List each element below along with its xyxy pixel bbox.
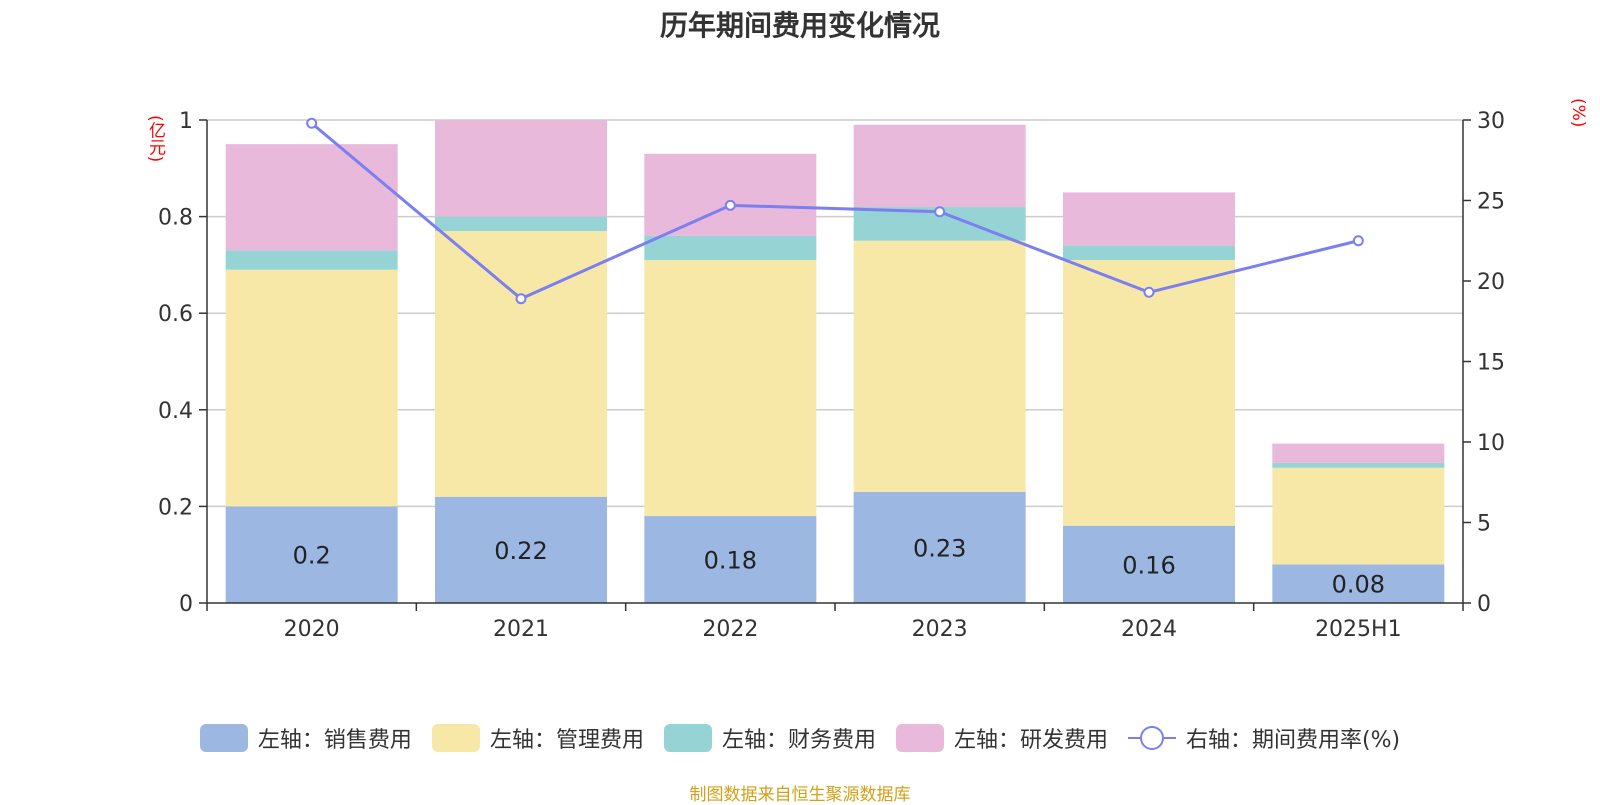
legend-label-expense-rate: 右轴：期间费用率(%): [1185, 728, 1401, 753]
chart-title: 历年期间费用变化情况: [659, 9, 940, 42]
legend-swatch-sales: [199, 724, 248, 752]
bar-segment: [1063, 260, 1235, 526]
x-tick-label: 2020: [284, 617, 340, 642]
bar-segment: [435, 231, 607, 497]
bar-segment: [644, 516, 817, 603]
right-tick-label: 20: [1477, 270, 1505, 295]
expense-rate-point: [724, 199, 736, 211]
bar-segment: [225, 250, 398, 270]
x-tick-label: 2024: [1121, 617, 1177, 642]
bar-segment: [435, 216, 607, 232]
left-tick-label: 0.2: [158, 495, 193, 520]
x-tick-label: 2025H1: [1315, 617, 1402, 642]
left-axis-unit: (亿元): [145, 115, 165, 163]
bar-segment: [435, 496, 607, 603]
legend: 左轴：销售费用 左轴：管理费用 左轴：财务费用 左轴：研发费用 右轴：期间费用率…: [0, 718, 1600, 758]
expense-rate-point: [1143, 286, 1155, 298]
bar-segment: [853, 240, 1026, 492]
bar-segment: [435, 120, 607, 217]
left-tick-label: 0.6: [158, 302, 193, 327]
legend-label-sales: 左轴：销售费用: [257, 728, 412, 753]
bar-segment: [1063, 192, 1235, 246]
legend-label-finance: 左轴：财务费用: [721, 728, 876, 753]
legend-item-expense-rate[interactable]: 右轴：期间费用率(%): [1127, 722, 1401, 754]
legend-swatch-finance: [663, 724, 712, 752]
legend-item-rnd[interactable]: 左轴：研发费用: [895, 722, 1108, 754]
bar-data-label: 0.16: [1122, 551, 1175, 579]
bar-segment: [225, 269, 398, 507]
bar-segment: [1272, 467, 1445, 565]
bar-segment: [853, 124, 1026, 207]
left-tick-label: 1: [179, 109, 193, 134]
source-note: 制图数据来自恒生聚源数据库: [689, 785, 911, 805]
bar-segment: [644, 153, 817, 236]
right-tick-label: 5: [1477, 512, 1491, 537]
right-tick-label: 10: [1477, 431, 1505, 456]
right-tick-label: 0: [1477, 592, 1491, 617]
legend-swatch-admin: [431, 724, 480, 752]
bar-segment: [644, 235, 817, 261]
legend-label-rnd: 左轴：研发费用: [953, 728, 1108, 753]
bar-segment: [644, 260, 817, 517]
bar-segment: [1272, 443, 1445, 463]
legend-item-admin[interactable]: 左轴：管理费用: [431, 722, 644, 754]
right-tick-label: 25: [1477, 190, 1505, 215]
expense-rate-point: [934, 206, 946, 218]
legend-label-admin: 左轴：管理费用: [489, 728, 644, 753]
expense-rate-point: [306, 117, 318, 129]
x-tick-label: 2021: [493, 617, 549, 642]
x-tick-label: 2023: [912, 617, 968, 642]
bar-data-label: 0.22: [494, 537, 547, 565]
left-tick-label: 0.8: [158, 206, 193, 231]
right-tick-label: 30: [1477, 109, 1505, 134]
right-tick-label: 15: [1477, 351, 1505, 376]
expense-rate-point: [515, 293, 527, 305]
x-tick-label: 2022: [702, 617, 758, 642]
bar-data-label: 0.08: [1332, 571, 1385, 599]
bar-segment: [1272, 564, 1445, 603]
bar-segment: [225, 506, 398, 603]
bar-segment: [225, 144, 398, 251]
bar-segment: [1272, 462, 1445, 468]
left-tick-label: 0: [179, 592, 193, 617]
legend-item-sales[interactable]: 左轴：销售费用: [199, 722, 412, 754]
legend-swatch-rnd: [895, 724, 944, 752]
bar-data-label: 0.23: [913, 534, 966, 562]
bar-data-label: 0.18: [704, 547, 757, 575]
bar-data-label: 0.2: [293, 542, 331, 570]
bar-segment: [853, 491, 1026, 603]
legend-item-finance[interactable]: 左轴：财务费用: [663, 722, 876, 754]
expense-rate-line: [310, 122, 1359, 301]
right-axis-unit: (%): [1568, 98, 1588, 128]
expense-rate-point: [1352, 235, 1364, 247]
left-tick-label: 0.4: [158, 399, 193, 424]
bar-segment: [1063, 525, 1235, 603]
legend-swatch-expense-rate: [1127, 724, 1176, 752]
bar-segment: [1063, 245, 1235, 261]
